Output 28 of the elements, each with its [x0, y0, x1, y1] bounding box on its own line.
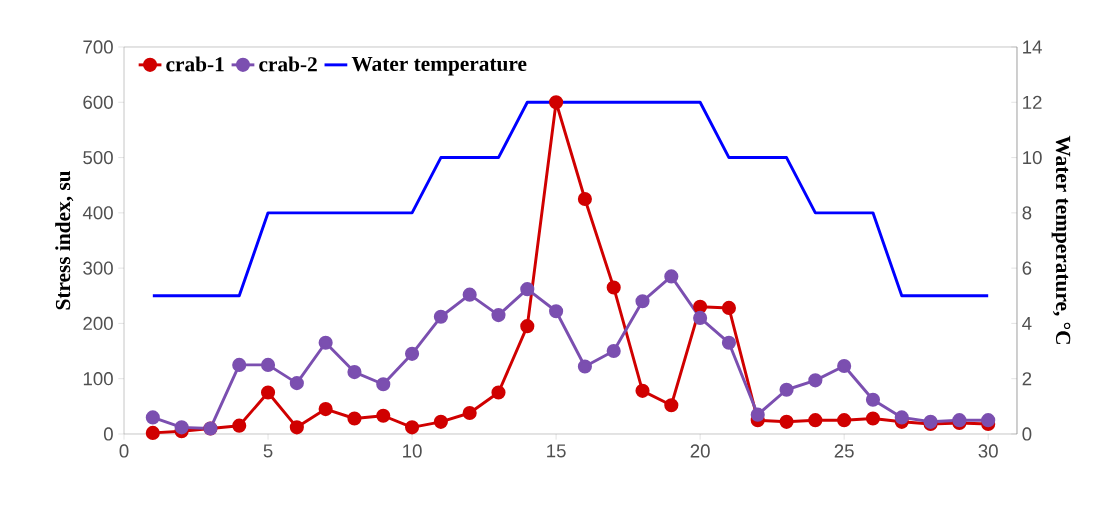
y2-axis-title: Water temperature, °C [1051, 135, 1071, 344]
y2-tick-label: 6 [1022, 261, 1032, 275]
y-axis-title: Stress index, su [55, 171, 74, 310]
y-tick-label: 700 [83, 40, 113, 54]
legend-label: Water temperature [351, 56, 527, 76]
x-tick-label: 10 [403, 444, 422, 458]
y-tick-label: 500 [83, 150, 113, 165]
legend-label: crab-2 [259, 56, 317, 72]
y2-tick-label: 4 [1022, 317, 1032, 330]
x-tick-label: 0 [119, 444, 129, 458]
y-tick-label: 200 [83, 316, 113, 331]
y-tick-label: 300 [83, 261, 113, 275]
y2-tick-label: 0 [1022, 427, 1032, 441]
x-tick-label: 15 [547, 444, 566, 458]
y-tick-label: 0 [103, 427, 113, 441]
legend-label: crab-1 [166, 56, 224, 72]
x-tick-label: 30 [978, 444, 998, 458]
y2-tick-label: 14 [1023, 40, 1042, 54]
y-tick-label: 600 [83, 95, 113, 109]
y2-tick-label: 8 [1022, 206, 1032, 220]
y2-tick-label: 10 [1023, 150, 1042, 165]
x-tick-label: 20 [690, 444, 710, 458]
x-tick-label: 25 [834, 444, 854, 458]
y-tick-label: 100 [83, 372, 113, 386]
y-tick-label: 400 [82, 206, 113, 220]
y2-tick-label: 12 [1023, 95, 1042, 109]
x-tick-label: 5 [263, 444, 273, 458]
y2-tick-label: 2 [1022, 372, 1032, 386]
